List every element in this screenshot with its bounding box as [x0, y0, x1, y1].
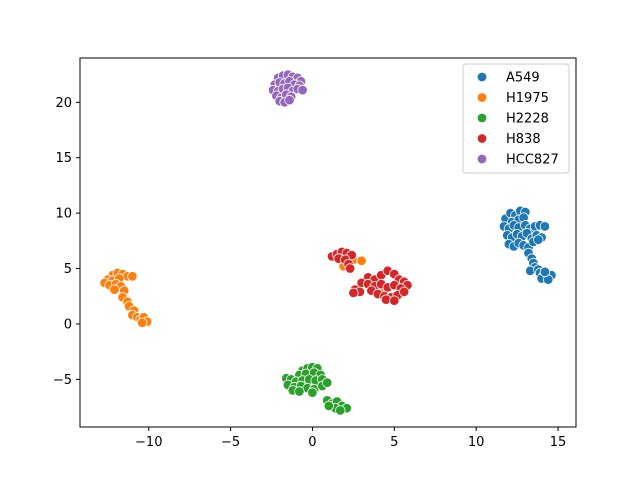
legend-label-h2228: H2228: [506, 112, 549, 127]
legend-entries: A549 H1975 H2228 H838 HCC827: [476, 71, 559, 168]
legend-label-h838: H838: [506, 132, 541, 147]
x-tick-label: 10: [468, 435, 485, 450]
data-point-h1975-11: [109, 284, 120, 295]
y-tick-label: −5: [53, 373, 72, 388]
data-point-h838-8: [344, 263, 356, 274]
data-point-h838-34: [389, 295, 400, 306]
x-tick-label: 15: [550, 435, 567, 450]
data-point-h1975-13: [127, 271, 138, 282]
data-point-h2228-21: [322, 377, 333, 388]
x-tick-label: 0: [308, 435, 316, 450]
data-point-h1975-23: [136, 317, 148, 329]
data-point-h2228-32: [323, 400, 335, 412]
legend-marker-h1975: [476, 92, 488, 103]
data-point-h2228-24: [307, 387, 318, 398]
y-tick-label: 10: [55, 207, 72, 222]
x-tick-label: −10: [135, 435, 162, 450]
data-point-hcc827-18: [297, 84, 308, 96]
y-tick-label: 5: [64, 262, 72, 277]
data-point-hcc827-25: [284, 94, 295, 106]
y-tick-label: 15: [55, 151, 72, 166]
plot-area: [99, 69, 557, 416]
legend-marker-a549: [476, 71, 488, 83]
legend: A549 H1975 H2228 H838 HCC827: [462, 63, 570, 174]
legend-marker-h2228: [476, 112, 488, 124]
legend-box: [462, 63, 570, 174]
legend-label-a549: A549: [506, 71, 540, 86]
data-point-a549-31: [533, 234, 544, 245]
data-point-h2228-23: [294, 386, 305, 397]
x-tick-label: −5: [221, 435, 240, 450]
legend-marker-h838: [476, 133, 488, 144]
axes-frame: [79, 57, 577, 428]
data-point-a549-45: [539, 266, 551, 278]
legend-label-h1975: H1975: [506, 91, 549, 106]
data-point-h838-26: [348, 287, 359, 299]
data-point-h1975-26: [356, 255, 367, 266]
y-tick-label: 0: [64, 317, 72, 332]
data-point-a549-16: [539, 221, 551, 232]
y-tick-label: 20: [55, 96, 72, 111]
legend-label-hcc827: HCC827: [506, 153, 559, 168]
legend-marker-hcc827: [476, 153, 488, 165]
x-tick-label: 5: [390, 435, 398, 450]
axis-ticks: −10 −5 0 5 10 15 −5 0 5 10 15 20: [53, 96, 566, 450]
data-point-h2228-31: [335, 405, 346, 416]
data-point-h838-32: [398, 286, 410, 298]
